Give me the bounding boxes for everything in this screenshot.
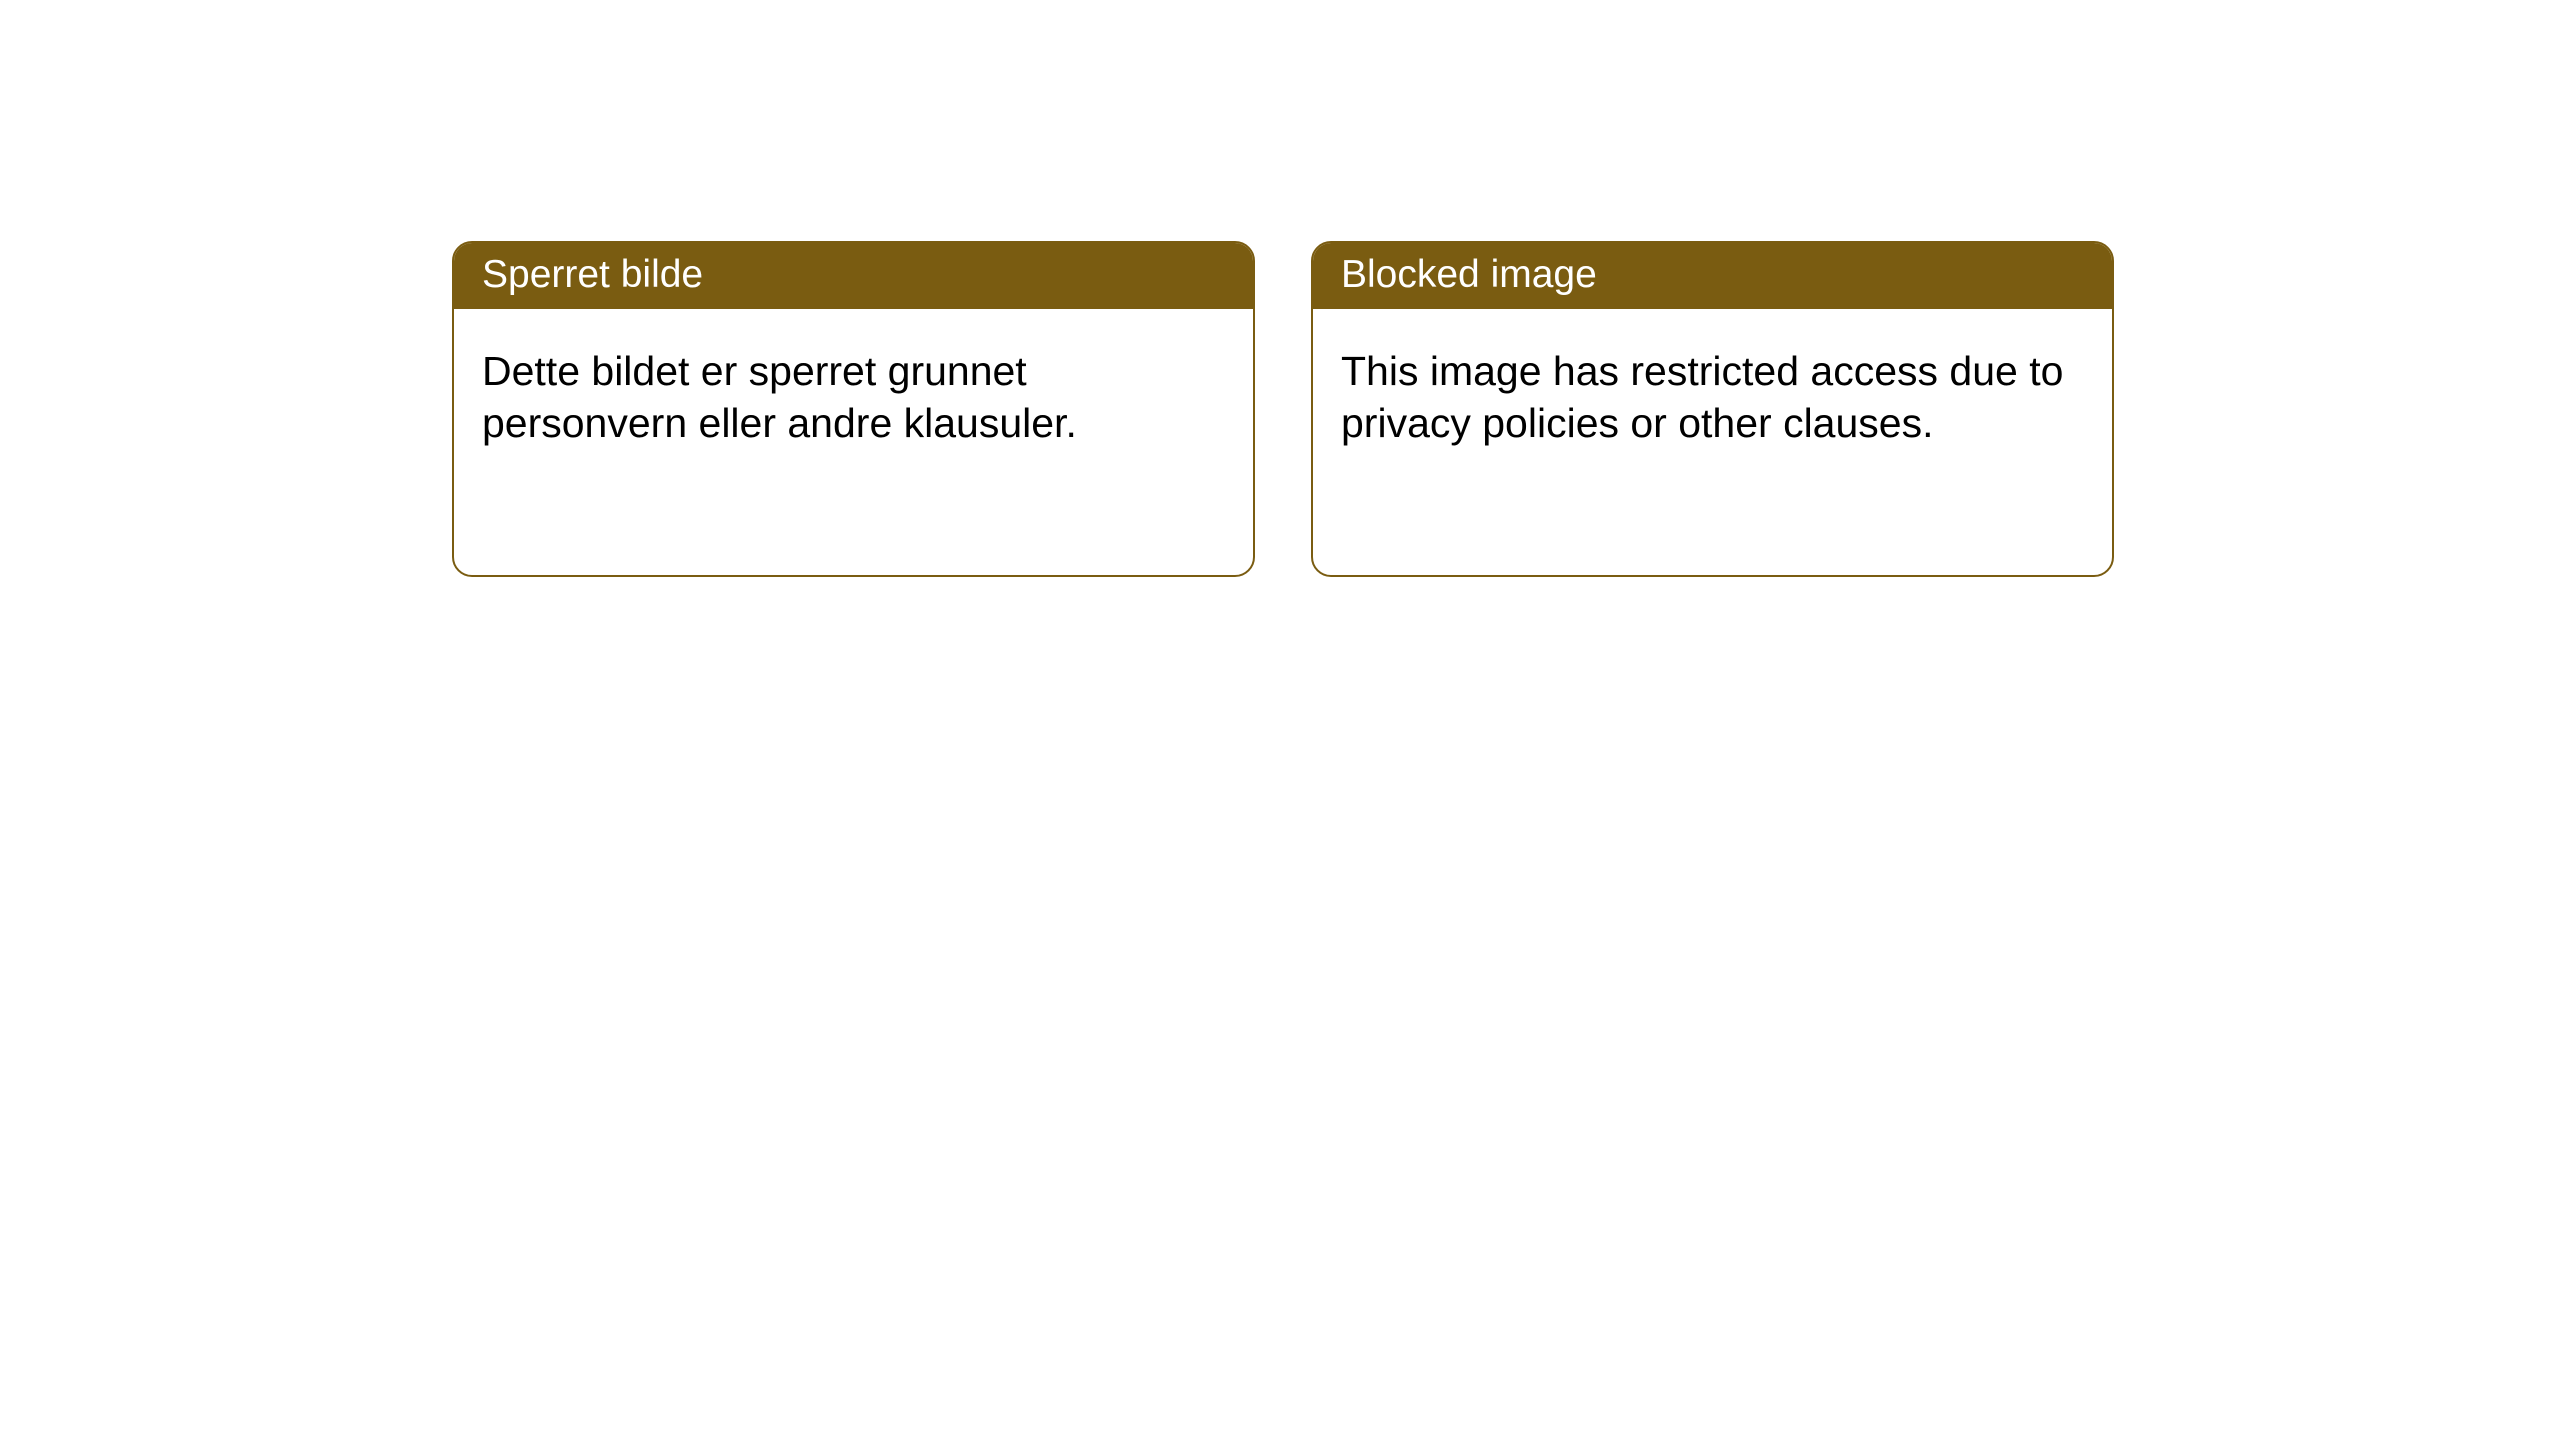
blocked-image-card-english: Blocked image This image has restricted … xyxy=(1311,241,2114,577)
card-body-english: This image has restricted access due to … xyxy=(1313,309,2112,486)
card-header-norwegian: Sperret bilde xyxy=(454,243,1253,309)
notice-container: Sperret bilde Dette bildet er sperret gr… xyxy=(0,0,2560,577)
card-body-norwegian: Dette bildet er sperret grunnet personve… xyxy=(454,309,1253,486)
blocked-image-card-norwegian: Sperret bilde Dette bildet er sperret gr… xyxy=(452,241,1255,577)
card-header-english: Blocked image xyxy=(1313,243,2112,309)
